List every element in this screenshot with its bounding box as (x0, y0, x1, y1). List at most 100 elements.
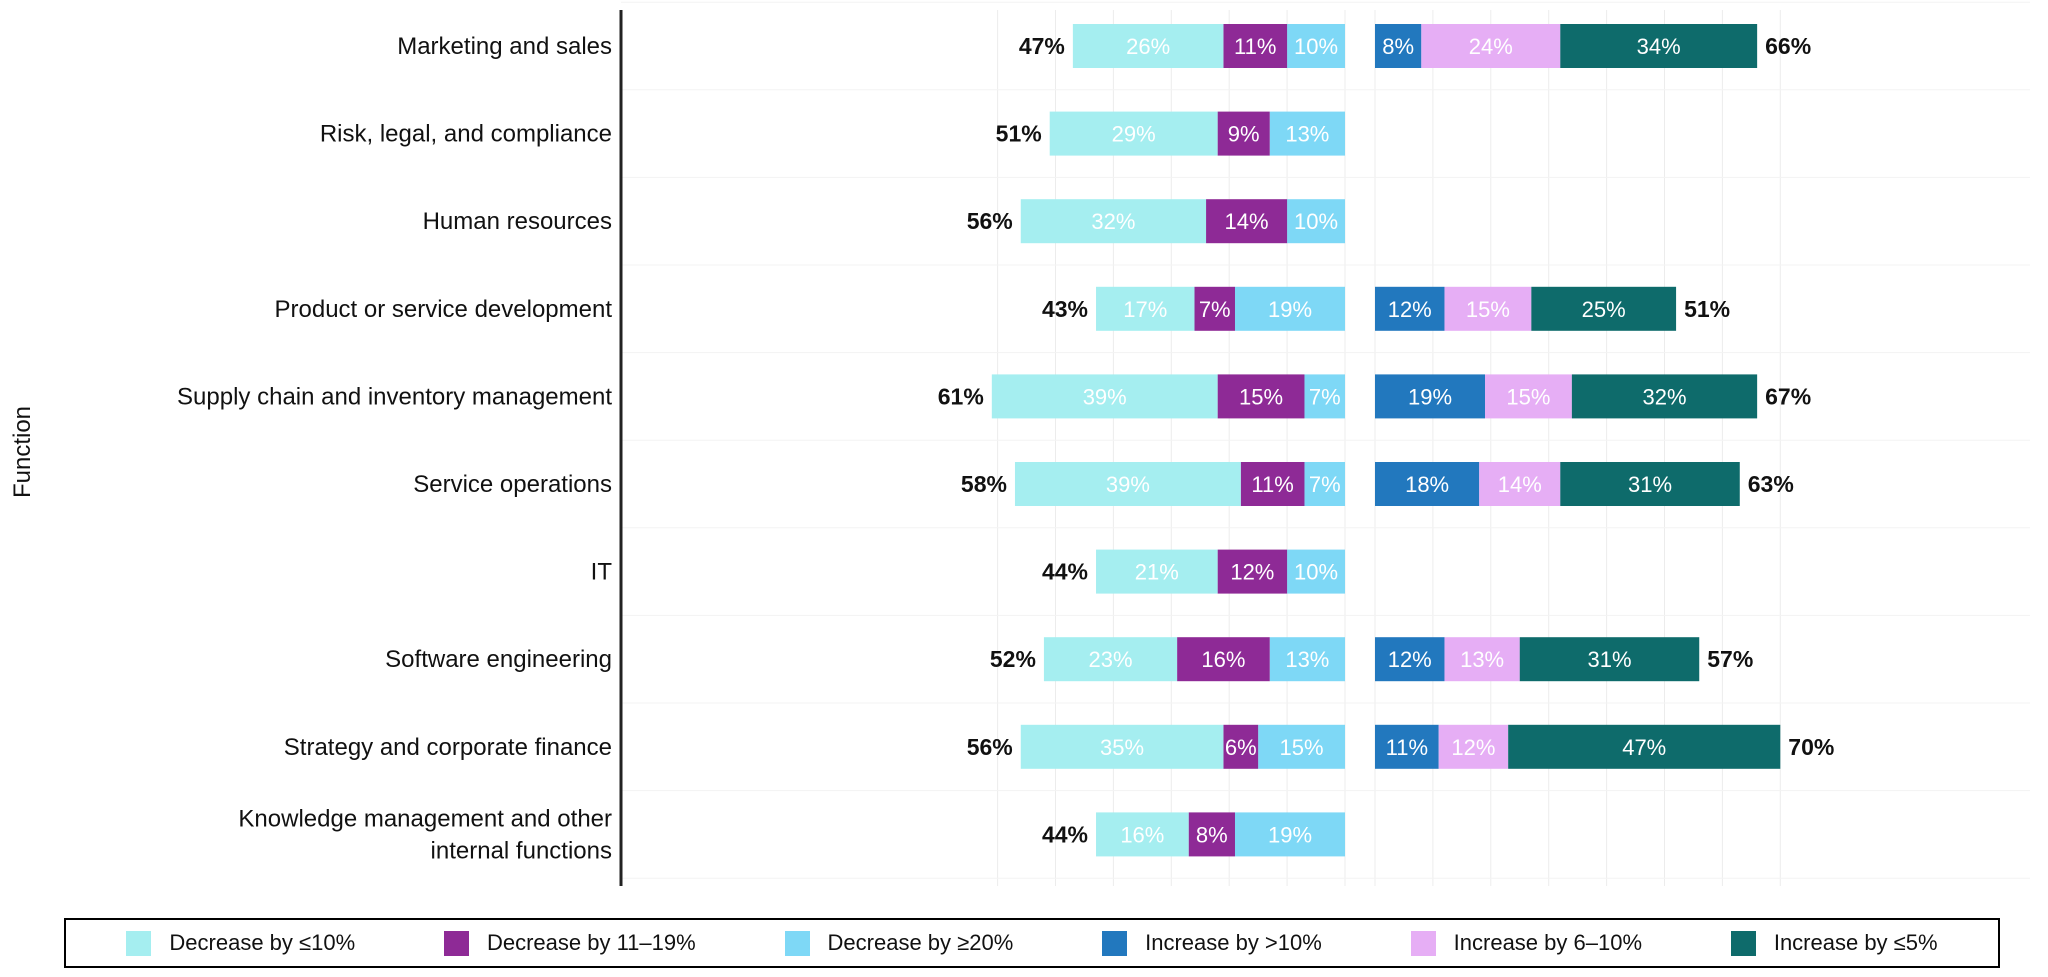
total-labels: 47% 66% 51% 56% 43% 51% 61% 67% 58% 63% 44% 52% 57% 5… (938, 33, 1835, 847)
increase-total-label: 51% (1684, 296, 1730, 322)
data-label: 13% (1285, 122, 1329, 147)
category-label: Strategy and corporate finance (284, 734, 612, 761)
data-label: 8% (1196, 822, 1228, 847)
legend-swatch (1730, 930, 1756, 956)
bar-decrease-by-11-19 (1223, 24, 1288, 68)
decrease-total-label: 51% (996, 121, 1042, 147)
legend-item-decrease-by-11-19: Decrease by 11–19% (443, 930, 696, 956)
bar-increase-by-10 (1375, 462, 1480, 506)
data-label: 15% (1239, 384, 1283, 409)
category-label: Knowledge management and other internal f… (238, 805, 612, 864)
data-label: 7% (1309, 472, 1341, 497)
bar-decrease-by-20 (1304, 462, 1345, 506)
category-labels: Marketing and sales Risk, legal, and comp… (177, 33, 612, 864)
bar-decrease-by-11-19 (1206, 199, 1288, 244)
bar-decrease-by-20 (1304, 374, 1345, 419)
data-label: 19% (1268, 297, 1312, 322)
legend-swatch (443, 930, 469, 956)
legend-swatch (1410, 930, 1436, 956)
decrease-total-label: 58% (961, 471, 1007, 497)
bar-increase-by-5 (1560, 462, 1740, 506)
decrease-total-label: 44% (1042, 559, 1088, 585)
category-label: Human resources (423, 208, 612, 235)
data-label: 19% (1408, 384, 1452, 409)
legend-swatch (126, 930, 152, 956)
data-label: 18% (1405, 472, 1449, 497)
bar-decrease-by-20 (1269, 111, 1345, 156)
bar-decrease-by-20 (1287, 199, 1345, 244)
bars: 10% 11% 26% 8% 24% 34% 13% 9% 29% 10% 14% 32% 19% 7% 1… (991, 24, 1781, 857)
decrease-total-label: 52% (990, 646, 1036, 672)
data-label: 10% (1294, 560, 1338, 585)
data-label: 12% (1451, 735, 1495, 760)
bar-decrease-by-10 (1096, 812, 1189, 857)
data-label: 39% (1106, 472, 1150, 497)
data-label: 16% (1201, 647, 1245, 672)
bar-increase-by-6-10 (1479, 462, 1561, 506)
legend-swatch (784, 930, 810, 956)
data-label: 8% (1382, 34, 1414, 59)
bar-decrease-by-10 (991, 374, 1218, 419)
bar-decrease-by-11-19 (1223, 724, 1259, 769)
data-label: 35% (1100, 735, 1144, 760)
increase-total-label: 57% (1707, 646, 1753, 672)
legend-item-decrease-by-20: Decrease by ≥20% (784, 930, 1013, 956)
data-label: 21% (1135, 560, 1179, 585)
data-label: 19% (1268, 822, 1312, 847)
bar-decrease-by-10 (1020, 199, 1207, 244)
bar-decrease-by-20 (1234, 286, 1345, 331)
category-label: Service operations (413, 471, 612, 498)
data-label: 11% (1386, 735, 1428, 760)
bar-increase-by-10 (1375, 374, 1486, 419)
data-label: 29% (1112, 122, 1156, 147)
data-label: 16% (1120, 822, 1164, 847)
data-label: 15% (1466, 297, 1510, 322)
category-label: Product or service development (275, 296, 613, 323)
data-label: 14% (1498, 472, 1542, 497)
bar-decrease-by-10 (1014, 462, 1241, 506)
bar-decrease-by-20 (1287, 549, 1345, 594)
bar-decrease-by-11-19 (1240, 462, 1305, 506)
data-label: 11% (1234, 34, 1276, 59)
legend-swatch (1102, 930, 1128, 956)
data-label: 47% (1622, 735, 1666, 760)
data-label: 9% (1228, 122, 1260, 147)
decrease-total-label: 56% (967, 734, 1013, 760)
bar-decrease-by-11-19 (1177, 637, 1270, 682)
bar-increase-by-5 (1508, 724, 1781, 769)
data-label: 13% (1460, 647, 1504, 672)
bar-increase-by-6-10 (1421, 24, 1561, 68)
data-label: 12% (1388, 297, 1432, 322)
data-label: 17% (1123, 297, 1167, 322)
category-label: Risk, legal, and compliance (320, 121, 612, 148)
bar-increase-by-5 (1519, 637, 1700, 682)
chart: Function Marketing and sales Risk, legal,… (9, 1, 2030, 886)
bar-decrease-by-11-19 (1194, 286, 1235, 331)
category-label: IT (591, 559, 613, 586)
data-label: 23% (1088, 647, 1132, 672)
category-label: Software engineering (385, 646, 612, 673)
legend-item-increase-by-6-10: Increase by 6–10% (1410, 930, 1642, 956)
data-label: 12% (1388, 647, 1432, 672)
bar-decrease-by-10 (1072, 24, 1224, 68)
data-label: 7% (1199, 297, 1231, 322)
bar-increase-by-10 (1375, 637, 1445, 682)
legend-label: Decrease by ≤10% (169, 930, 356, 955)
data-label: 14% (1225, 209, 1269, 234)
data-label: 15% (1280, 735, 1324, 760)
decrease-total-label: 47% (1019, 33, 1065, 59)
decrease-total-label: 44% (1042, 821, 1088, 847)
increase-total-label: 63% (1748, 471, 1794, 497)
data-label: 12% (1230, 560, 1274, 585)
legend-label: Increase by >10% (1145, 930, 1322, 955)
category-label: Supply chain and inventory management (177, 383, 612, 410)
data-label: 32% (1091, 209, 1135, 234)
bar-decrease-by-11-19 (1217, 549, 1288, 594)
bar-increase-by-6-10 (1485, 374, 1572, 419)
bar-increase-by-5 (1560, 24, 1758, 68)
bar-decrease-by-11-19 (1188, 812, 1235, 857)
bar-decrease-by-10 (1020, 724, 1224, 769)
data-label: 32% (1642, 384, 1686, 409)
data-label: 10% (1294, 34, 1338, 59)
legend-label: Decrease by 11–19% (486, 930, 696, 955)
